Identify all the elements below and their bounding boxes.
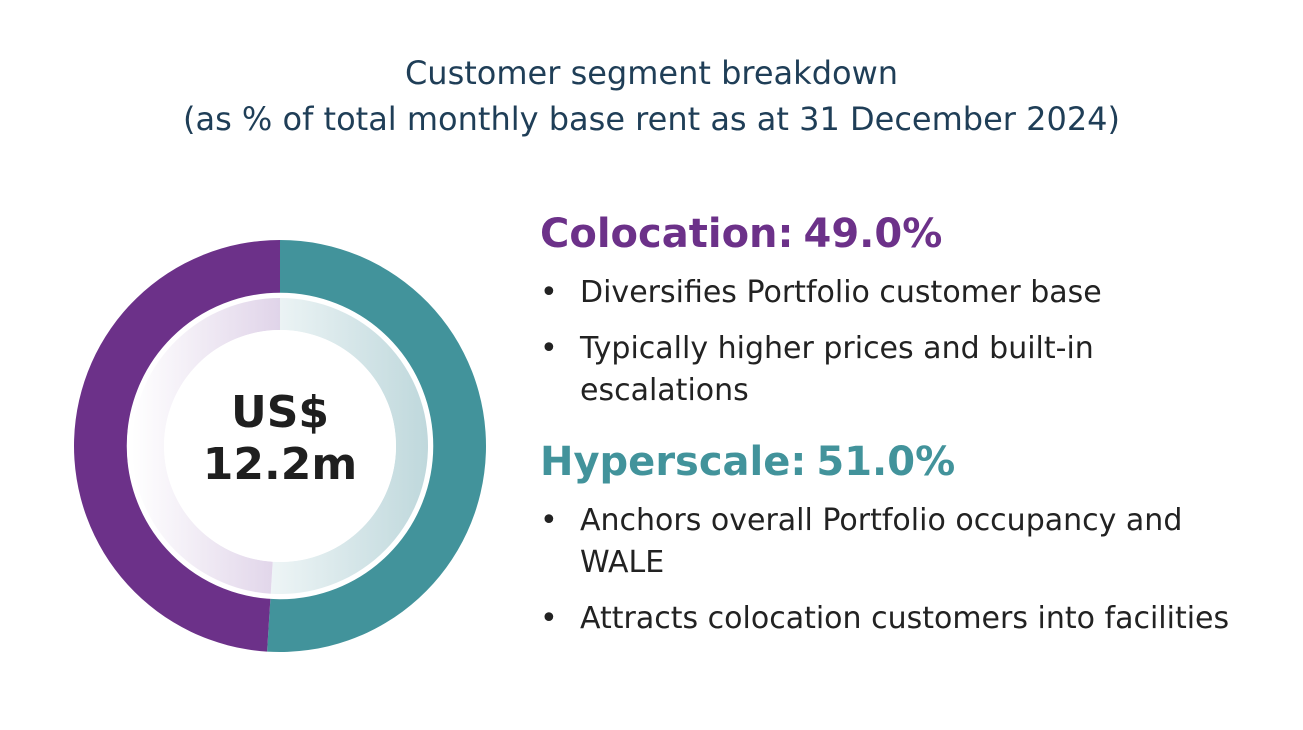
- inner-band-colocation: [132, 298, 280, 594]
- chart-title-line-1: Customer segment breakdown: [404, 54, 899, 92]
- bullet-item: Typically higher prices and built-in esc…: [540, 328, 1240, 412]
- bullet-item: Anchors overall Portfolio occupancy and …: [540, 500, 1240, 584]
- colocation-bullets: Diversifies Portfolio customer base Typi…: [540, 272, 1240, 426]
- segment-percent: 49.0%: [803, 211, 943, 257]
- segment-heading-hyperscale: Hyperscale: 51.0%: [540, 438, 955, 486]
- segment-percent: 51.0%: [816, 439, 956, 485]
- donut-chart: [74, 240, 486, 652]
- chart-title-line-2: (as % of total monthly base rent as at 3…: [182, 100, 1121, 138]
- separator-ring: [126, 292, 434, 600]
- segment-heading-colocation: Colocation: 49.0%: [540, 210, 942, 258]
- segment-name: Colocation:: [540, 211, 794, 257]
- slice-hyperscale: [267, 240, 486, 652]
- bullet-item: Diversifies Portfolio customer base: [540, 272, 1240, 314]
- center-label-currency: US$: [230, 387, 330, 438]
- donut-center: [164, 330, 396, 562]
- inner-band-hyperscale: [270, 298, 429, 594]
- bullet-item: Attracts colocation customers into facil…: [540, 598, 1240, 640]
- hyperscale-bullets: Anchors overall Portfolio occupancy and …: [540, 500, 1240, 654]
- center-label-value: 12.2m: [202, 439, 358, 490]
- slice-colocation: [74, 240, 280, 652]
- segment-name: Hyperscale:: [540, 439, 807, 485]
